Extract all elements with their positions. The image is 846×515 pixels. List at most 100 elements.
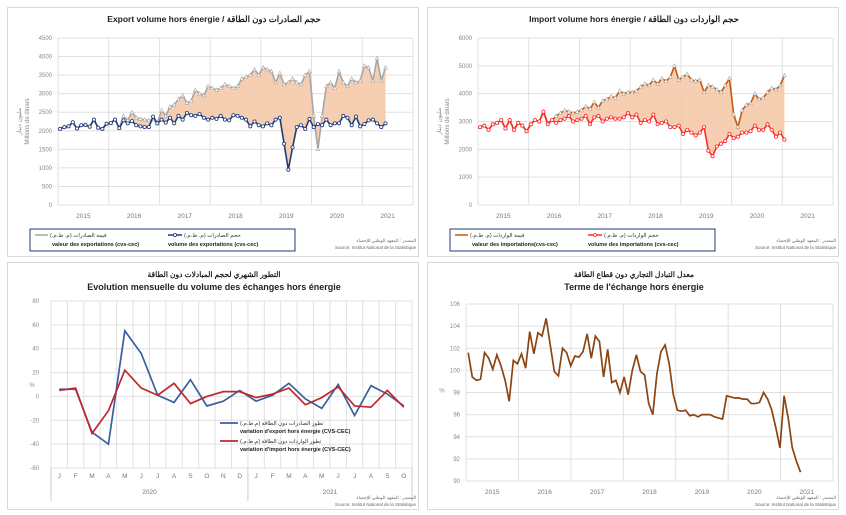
volume-series-point [735, 134, 740, 139]
volume-series-point [362, 122, 367, 127]
volume-series-point [571, 119, 576, 124]
volume-series-point [383, 121, 388, 126]
value-series-point [583, 103, 589, 108]
volume-series-point [235, 113, 240, 118]
volume-series-point [710, 154, 715, 159]
x-tick-label: J [58, 473, 61, 480]
volume-series-point [227, 118, 232, 123]
volume-series-point [723, 138, 728, 143]
volume-series-point [765, 122, 770, 127]
value-series-point [562, 107, 567, 113]
y-tick-label: 2000 [39, 129, 53, 135]
x-tick-label: A [172, 473, 177, 480]
volume-series-point [286, 167, 291, 172]
volume-series-point [549, 118, 554, 123]
value-series-point [722, 82, 728, 88]
export-variation-line [59, 328, 405, 446]
value-series-point [269, 68, 274, 74]
value-series-point [634, 88, 639, 93]
volume-series-point [562, 116, 567, 121]
x-tick-label: 2018 [642, 489, 657, 496]
volume-series-point [172, 121, 177, 126]
value-series-point [193, 87, 198, 92]
value-series-point [252, 66, 257, 72]
y-tick-label: 96 [453, 413, 460, 419]
volume-series-point [604, 116, 609, 121]
value-series-point [613, 95, 618, 100]
y-tick-label: 106 [450, 302, 461, 308]
value-series-point [739, 107, 745, 113]
value-series-point [286, 79, 291, 85]
legend-label: variation d'export hors énergie (CVS-CEC… [240, 429, 351, 435]
volume-series-point [379, 125, 384, 130]
value-series-point [218, 85, 224, 90]
volume-series-point [740, 130, 745, 135]
volume-series-point [70, 120, 75, 125]
legend-label-volume-ar: حجم الصادرات (م. ظ.م.) [184, 232, 241, 239]
value-series-point [553, 113, 559, 118]
value-series-point [138, 116, 143, 121]
volume-series-point [592, 115, 597, 120]
value-series-point [281, 81, 287, 87]
volume-series-point [218, 113, 223, 118]
value-series-point [197, 91, 202, 96]
import-volume-chart: Import volume hors énergie / حجم الواردا… [436, 14, 836, 252]
legend-label-ar: تطور الواردات دون الطاقة (م.ظ.م.) [240, 438, 322, 445]
x-tick-label: 2015 [496, 213, 511, 220]
y-axis-label: % [29, 383, 35, 389]
value-series-point [735, 124, 741, 129]
volume-series-point [349, 123, 354, 128]
volume-series-point [299, 123, 304, 128]
legend-label-volume: volume des exportations (cvs-cec) [168, 242, 258, 248]
x-tick-label: S [188, 473, 193, 480]
x-tick-label: M [319, 473, 324, 480]
x-tick-label: A [303, 473, 308, 480]
volume-series-point [596, 113, 601, 118]
x-tick-label: 2016 [537, 489, 552, 496]
source-ar: المصدر : المعهد الوطني للإحصاء [356, 495, 416, 501]
value-series-point [596, 104, 601, 110]
value-series-point [676, 77, 682, 82]
y-axis-label-group: مليون دينار Millions de dinars [16, 98, 31, 144]
value-series-point [638, 84, 644, 89]
y-tick-label: 1500 [39, 147, 53, 153]
volume-series-point [621, 115, 626, 120]
y-tick-label: 2500 [39, 110, 53, 116]
value-series-point [579, 107, 584, 113]
volume-series-point [265, 121, 270, 126]
value-series-point [625, 89, 631, 94]
y-tick-label: 94 [453, 435, 460, 441]
x-tick-label: 2018 [648, 213, 663, 220]
value-series-point [587, 106, 593, 111]
value-series-point [642, 81, 648, 86]
volume-series-point [731, 136, 736, 141]
volume-series-point [231, 113, 236, 118]
value-series-point [655, 81, 660, 86]
value-series-point [727, 75, 732, 81]
y-axis-label: Millions de dinars [445, 98, 451, 144]
volume-series-point [79, 123, 84, 128]
value-series-point [706, 82, 711, 88]
value-series-point [697, 77, 703, 82]
value-series-point [663, 78, 669, 83]
value-series-point [180, 92, 185, 98]
volume-series-point [252, 119, 257, 124]
y-tick-label: 92 [453, 457, 460, 463]
volume-series-point [324, 117, 329, 122]
volume-series-point [638, 120, 643, 125]
value-series-point [133, 115, 139, 120]
source: Source: Institut National de la Statisti… [335, 245, 417, 250]
volume-series-point [277, 115, 282, 120]
value-series-point [315, 146, 321, 152]
volume-series-point [507, 118, 512, 123]
y-tick-label: 6000 [459, 36, 473, 42]
value-series-point [264, 66, 270, 72]
value-series-point [260, 65, 266, 70]
value-series-point [176, 96, 181, 101]
volume-series-point [66, 124, 71, 129]
x-tick-label: M [122, 473, 127, 480]
value-series-point [184, 100, 190, 105]
value-series-point [621, 91, 627, 96]
y-tick-label: 102 [450, 346, 461, 352]
chart-title: Export volume hors énergie / حجم الصادرا… [107, 14, 321, 25]
